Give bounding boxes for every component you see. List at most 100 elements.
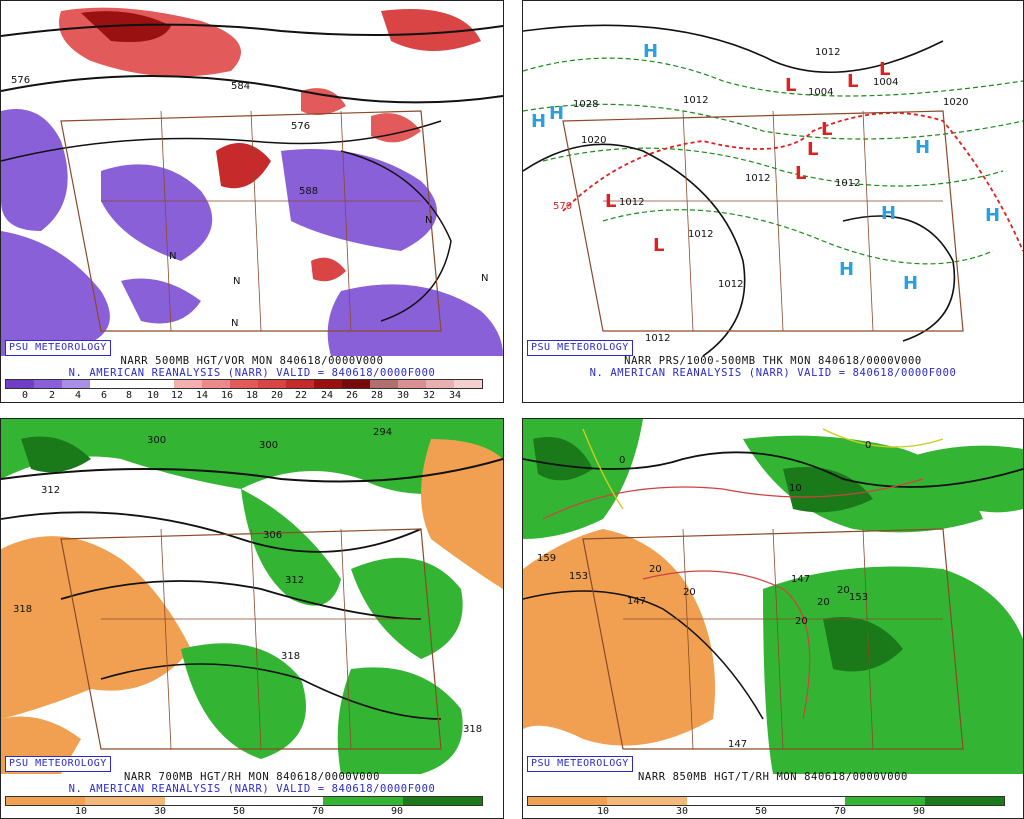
isobar-label: 1012	[718, 279, 743, 290]
colorbar-tick: 50	[232, 806, 246, 817]
thickness-label: 570	[553, 201, 572, 212]
colorbar-tick: 8	[125, 390, 133, 401]
colorbar-tick: 18	[245, 390, 259, 401]
isobar-label: 1004	[873, 77, 898, 88]
vorticity-colorbar	[5, 379, 483, 389]
contour-label: 576	[291, 121, 310, 132]
isotherm-label: 10	[789, 483, 802, 494]
contour-label: 300	[147, 435, 166, 446]
isobar-label: 1012	[835, 178, 860, 189]
isobar-label: 1012	[645, 333, 670, 344]
pressure-map: 1012 1004 1004 1020 1028 1020 1012 1012 …	[523, 1, 1023, 356]
colorbar-ticks: 10 30 50 70 90	[527, 806, 1003, 818]
map-valid-caption: N. AMERICAN REANALYSIS (NARR) VALID = 84…	[589, 367, 957, 379]
contour-label: 306	[263, 530, 282, 541]
colorbar-tick: 10	[596, 806, 610, 817]
map-caption: NARR 500MB HGT/VOR MON 840618/0000V000	[120, 355, 384, 367]
high-pressure-marker: H	[839, 259, 854, 280]
isobar-label: 1004	[808, 87, 833, 98]
contour-label: N	[481, 273, 488, 284]
low-pressure-marker: L	[605, 191, 616, 212]
high-pressure-marker: H	[903, 273, 918, 294]
contour-label: 318	[281, 651, 300, 662]
high-pressure-marker: H	[985, 205, 1000, 226]
high-pressure-marker: H	[643, 41, 658, 62]
contour-label: 294	[373, 427, 392, 438]
low-pressure-marker: L	[879, 59, 890, 80]
low-pressure-marker: L	[653, 235, 664, 256]
colorbar-tick: 28	[370, 390, 384, 401]
panel-700mb-rh: 300 300 294 312 306 312 318 318 318 PSU …	[0, 418, 504, 819]
contour-label: 300	[259, 440, 278, 451]
contour-label: 312	[285, 575, 304, 586]
contour-label: N	[169, 251, 176, 262]
high-pressure-marker: H	[531, 111, 546, 132]
map-valid-caption: N. AMERICAN REANALYSIS (NARR) VALID = 84…	[68, 367, 436, 379]
rh-colorbar	[527, 796, 1005, 806]
colorbar-tick: 30	[675, 806, 689, 817]
isobar-label: 1012	[815, 47, 840, 58]
high-pressure-marker: H	[915, 137, 930, 158]
isotherm-label: 20	[795, 616, 808, 627]
contour-label: 147	[791, 574, 810, 585]
isotherm-label: 0	[865, 440, 871, 451]
colorbar-tick: 6	[100, 390, 108, 401]
isobar-label: 1012	[745, 173, 770, 184]
colorbar-tick: 14	[195, 390, 209, 401]
isobar-label: 1012	[688, 229, 713, 240]
colorbar-tick: 34	[448, 390, 462, 401]
contour-label: N	[233, 276, 240, 287]
contour-label: 147	[627, 596, 646, 607]
contour-label: 312	[41, 485, 60, 496]
isotherm-label: 20	[683, 587, 696, 598]
panel-pressure-thickness: 1012 1004 1004 1020 1028 1020 1012 1012 …	[522, 0, 1024, 403]
panel-850mb-rh: 0 0 10 159 153 147 147 153 147 20 20 20 …	[522, 418, 1024, 819]
colorbar-tick: 12	[170, 390, 184, 401]
low-pressure-marker: L	[807, 139, 818, 160]
high-pressure-marker: H	[881, 203, 896, 224]
vorticity-map: 576 584 576 588 N N N N N	[1, 1, 503, 356]
panel-500mb-vorticity: 576 584 576 588 N N N N N PSU METEOROLOG…	[0, 0, 504, 403]
low-pressure-marker: L	[785, 75, 796, 96]
psu-meteorology-badge: PSU METEOROLOGY	[5, 340, 111, 356]
map-valid-caption: N. AMERICAN REANALYSIS (NARR) VALID = 84…	[68, 783, 436, 795]
psu-meteorology-badge: PSU METEOROLOGY	[527, 340, 633, 356]
colorbar-tick: 20	[270, 390, 284, 401]
isobar-label: 1012	[619, 197, 644, 208]
isotherm-label: 20	[837, 585, 850, 596]
isobar-label: 1012	[683, 95, 708, 106]
contour-label: 153	[849, 592, 868, 603]
rh-colorbar	[5, 796, 483, 806]
colorbar-tick: 70	[833, 806, 847, 817]
contour-label: N	[231, 318, 238, 329]
colorbar-tick: 50	[754, 806, 768, 817]
colorbar-tick: 32	[422, 390, 436, 401]
rh700-map: 300 300 294 312 306 312 318 318 318	[1, 419, 503, 774]
contour-label: 318	[463, 724, 482, 735]
rh850-map: 0 0 10 159 153 147 147 153 147 20 20 20 …	[523, 419, 1023, 774]
isotherm-label: 20	[649, 564, 662, 575]
map-caption: NARR 700MB HGT/RH MON 840618/0000V000	[123, 771, 381, 783]
colorbar-tick: 30	[396, 390, 410, 401]
isotherm-label: 0	[619, 455, 625, 466]
low-pressure-marker: L	[847, 71, 858, 92]
colorbar-tick: 26	[345, 390, 359, 401]
colorbar-tick: 30	[153, 806, 167, 817]
isotherm-label: 20	[817, 597, 830, 608]
psu-meteorology-badge: PSU METEOROLOGY	[527, 756, 633, 772]
low-pressure-marker: L	[795, 163, 806, 184]
contour-label: 588	[299, 186, 318, 197]
colorbar-tick: 10	[146, 390, 160, 401]
contour-label: 584	[231, 81, 250, 92]
map-caption: NARR 850MB HGT/T/RH MON 840618/0000V000	[638, 771, 908, 783]
colorbar-tick: 22	[294, 390, 308, 401]
map-caption: NARR PRS/1000-500MB THK MON 840618/0000V…	[624, 355, 922, 367]
contour-label: 153	[569, 571, 588, 582]
contour-label: 159	[537, 553, 556, 564]
isobar-label: 1028	[573, 99, 598, 110]
colorbar-tick: 10	[74, 806, 88, 817]
contour-label: N	[425, 215, 432, 226]
colorbar-tick: 2	[48, 390, 56, 401]
colorbar-tick: 90	[912, 806, 926, 817]
low-pressure-marker: L	[821, 119, 832, 140]
